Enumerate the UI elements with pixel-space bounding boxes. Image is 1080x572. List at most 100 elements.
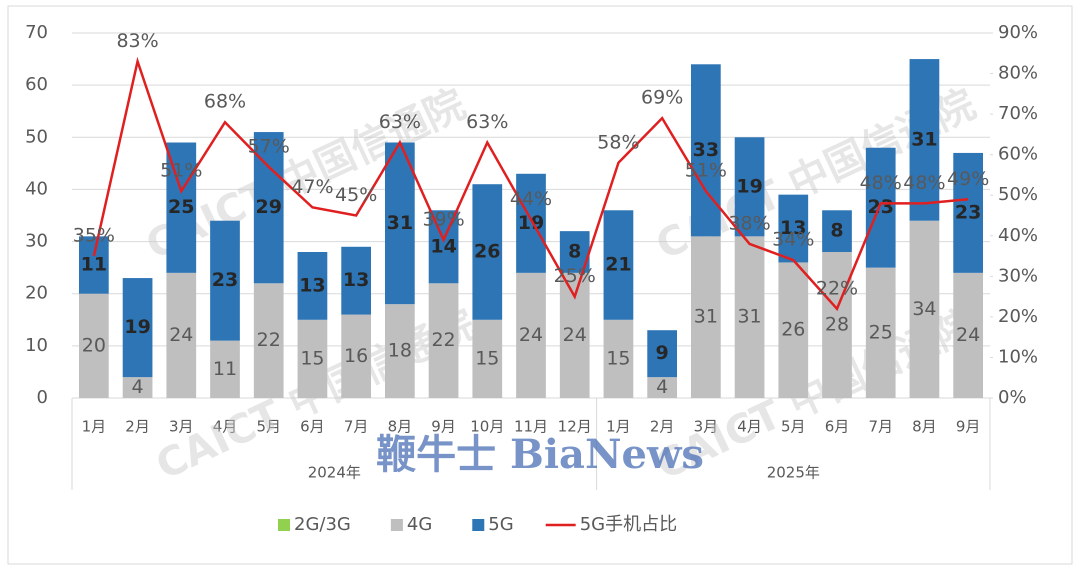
x-tick-label: 5月 — [256, 418, 281, 436]
legend-label: 4G — [407, 514, 432, 535]
y2-tick-label: 80% — [998, 63, 1038, 84]
bar-segment — [122, 278, 153, 378]
legend-swatch — [390, 519, 403, 531]
bar-label: 31 — [694, 306, 718, 328]
bar-segment — [384, 142, 415, 305]
legend-label: 2G/3G — [294, 514, 351, 535]
line-label: 48% — [860, 172, 902, 194]
bar-segment — [516, 272, 546, 398]
x-tick-label: 7月 — [344, 418, 369, 436]
bar-segment — [428, 283, 459, 398]
bar-segment — [822, 210, 852, 252]
legend-label: 5G手机占比 — [580, 514, 677, 535]
bar-label: 15 — [300, 347, 324, 369]
line-label: 34% — [772, 229, 814, 251]
x-tick-label: 4月 — [737, 418, 762, 436]
bar-label: 25 — [168, 196, 194, 218]
bar-label: 13 — [299, 274, 325, 296]
legend-swatch — [472, 519, 485, 531]
bar-label: 15 — [606, 347, 630, 369]
bar-label: 29 — [255, 196, 281, 218]
bar-segment — [341, 246, 372, 315]
bar-segment — [253, 283, 284, 398]
y2-tick-label: 40% — [998, 225, 1038, 246]
legend-swatch — [278, 519, 290, 531]
x-tick-label: 12月 — [558, 418, 592, 436]
bar-label: 26 — [781, 319, 805, 341]
x-tick-label: 7月 — [868, 418, 893, 436]
bar-segment — [78, 293, 109, 398]
y-tick-label: 20 — [25, 283, 48, 304]
bar-label: 22 — [257, 329, 281, 351]
bar-label: 8 — [568, 241, 581, 263]
y2-tick-label: 20% — [998, 306, 1038, 327]
bar-label: 21 — [605, 254, 631, 276]
line-label: 68% — [204, 91, 246, 113]
bar-segment — [428, 210, 459, 284]
x-tick-label: 1月 — [82, 418, 107, 436]
line-label: 39% — [422, 208, 464, 230]
bar-label: 4 — [132, 376, 144, 398]
bar-segment — [690, 64, 721, 237]
y-tick-label: 30 — [25, 231, 48, 252]
group-label: 2025年 — [767, 464, 820, 482]
x-tick-label: 3月 — [694, 418, 719, 436]
chart-border — [7, 5, 1073, 565]
line-label: 51% — [160, 160, 202, 182]
line-label: 45% — [335, 184, 377, 206]
line-label: 25% — [554, 265, 596, 287]
y2-tick-label: 10% — [998, 346, 1038, 367]
bar-segment — [472, 319, 503, 398]
line-label: 57% — [248, 135, 290, 157]
bar-label: 11 — [213, 358, 237, 380]
y2-tick-label: 0% — [998, 387, 1027, 408]
bar-label: 24 — [956, 324, 980, 346]
bar-segment — [603, 210, 634, 320]
y-tick-label: 40 — [25, 178, 48, 199]
y2-tick-label: 60% — [998, 144, 1038, 165]
line-label: 22% — [816, 277, 858, 299]
x-tick-label: 1月 — [606, 418, 631, 436]
line-label: 47% — [291, 176, 333, 198]
bar-label: 31 — [911, 128, 937, 150]
bar-label: 28 — [825, 314, 849, 336]
x-tick-label: 3月 — [169, 418, 194, 436]
bar-segment — [690, 236, 721, 398]
line-label: 63% — [379, 111, 421, 133]
bar-segment — [778, 194, 809, 263]
bar-label: 13 — [780, 217, 806, 239]
bar-segment — [909, 220, 940, 398]
line-label: 63% — [466, 111, 508, 133]
bar-label: 34 — [912, 298, 936, 320]
bar-label: 20 — [82, 334, 106, 356]
bar-segment — [865, 267, 896, 398]
bar-segment — [953, 272, 984, 398]
bar-label: 15 — [475, 347, 499, 369]
bar-segment — [210, 220, 240, 341]
bar-segment — [78, 236, 109, 294]
bar-segment — [297, 252, 328, 320]
bar-segment — [297, 319, 328, 398]
legend-label: 5G — [488, 514, 513, 535]
bar-segment — [472, 184, 503, 320]
bar-label: 19 — [124, 316, 150, 338]
x-tick-label: 2月 — [650, 418, 675, 436]
bar-segment — [384, 304, 415, 398]
bar-label: 16 — [344, 345, 368, 367]
bar-label: 26 — [474, 241, 500, 263]
bar-segment — [647, 377, 678, 398]
x-tick-label: 4月 — [213, 418, 238, 436]
bar-label: 22 — [431, 329, 455, 351]
bar-label: 11 — [81, 254, 107, 276]
bar-label: 33 — [693, 139, 719, 161]
line-series — [92, 56, 969, 312]
bar-segment — [210, 340, 240, 398]
y-tick-label: 70 — [25, 22, 48, 43]
line-label: 49% — [947, 168, 989, 190]
bar-label: 18 — [388, 340, 412, 362]
bar-label: 19 — [518, 212, 544, 234]
x-tick-label: 6月 — [300, 418, 325, 436]
x-tick-label: 8月 — [388, 418, 413, 436]
bar-label: 19 — [736, 175, 762, 197]
